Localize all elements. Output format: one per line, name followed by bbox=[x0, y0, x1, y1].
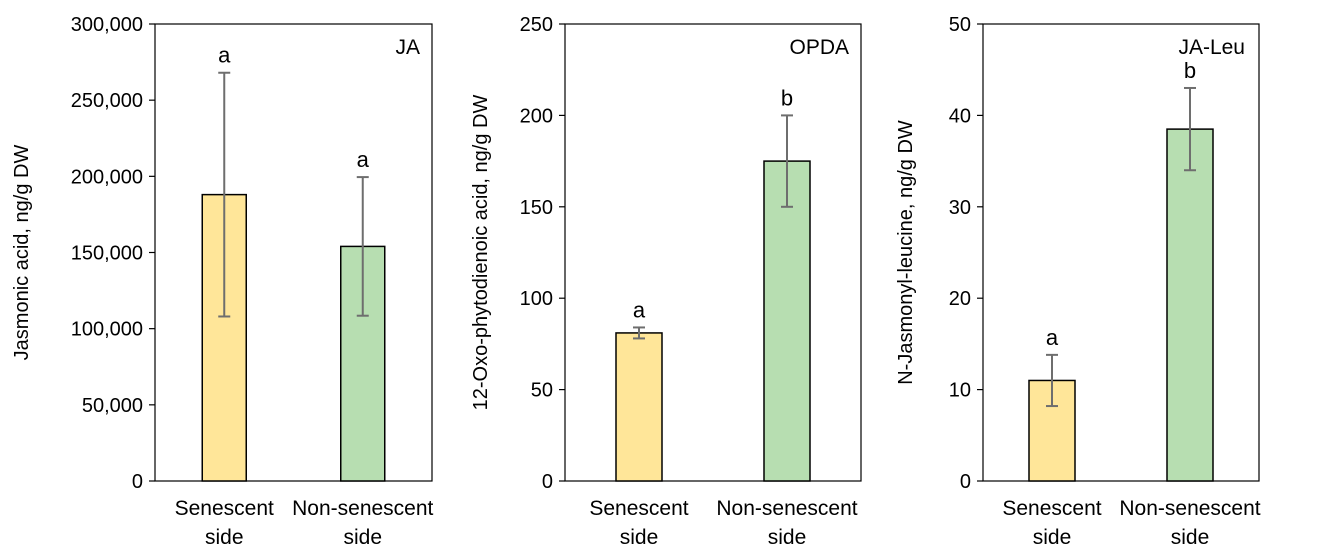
y-tick-label: 250,000 bbox=[71, 90, 143, 112]
chart-panel-3: 0 10 20 30 40 50 N-Jasmonyl-leucine, ng/g DW JA… bbox=[895, 14, 1261, 549]
panel-annotation: JA-Leu bbox=[1178, 36, 1245, 59]
y-tick-label: 100 bbox=[520, 288, 553, 310]
x-category-label: Non-senescent bbox=[716, 497, 857, 520]
chart-panel-2: 0 50 100 150 200 250 12-Oxo-phytodienoic acid,… bbox=[470, 14, 862, 549]
significance-letter: a bbox=[1046, 325, 1059, 350]
y-axis-label: Jasmonic acid, ng/g DW bbox=[11, 145, 33, 361]
x-category-label: Non-senescent bbox=[292, 497, 433, 520]
panel-annotation: OPDA bbox=[789, 36, 849, 59]
y-tick-label: 10 bbox=[949, 380, 971, 402]
x-category-label: side bbox=[205, 526, 244, 549]
y-tick-label: 250 bbox=[520, 14, 553, 36]
x-category-label: side bbox=[1033, 526, 1072, 549]
x-category-label: Senescent bbox=[589, 497, 688, 520]
plot-area-border bbox=[154, 23, 433, 482]
y-tick-label: 0 bbox=[960, 471, 971, 493]
y-axis-label: N-Jasmonyl-leucine, ng/g DW bbox=[895, 120, 917, 385]
x-category-label: side bbox=[343, 526, 382, 549]
y-tick-label: 100,000 bbox=[71, 319, 143, 341]
y-tick-label: 0 bbox=[132, 471, 143, 493]
bar-2 bbox=[763, 160, 811, 482]
y-tick-label: 50 bbox=[531, 380, 553, 402]
x-category-label: Senescent bbox=[175, 497, 274, 520]
y-tick-label: 200 bbox=[520, 105, 553, 127]
significance-letter: a bbox=[218, 43, 231, 68]
y-tick-label: 200,000 bbox=[71, 166, 143, 188]
x-category-label: side bbox=[620, 526, 659, 549]
y-tick-label: 20 bbox=[949, 288, 971, 310]
bar-1 bbox=[615, 332, 663, 482]
significance-letter: b bbox=[1184, 58, 1196, 83]
panel-annotation: JA bbox=[395, 36, 420, 59]
x-category-label: Non-senescent bbox=[1119, 497, 1260, 520]
bar-2 bbox=[1166, 128, 1214, 482]
x-category-label: side bbox=[768, 526, 807, 549]
y-tick-label: 300,000 bbox=[71, 14, 143, 36]
y-tick-label: 150,000 bbox=[71, 243, 143, 265]
significance-letter: b bbox=[781, 85, 793, 110]
y-tick-label: 150 bbox=[520, 197, 553, 219]
chart-panel-1: 0 50,000 100,000 150,000 200,000 250,000 300,0… bbox=[11, 14, 434, 549]
plot-area-border bbox=[564, 23, 862, 482]
significance-letter: a bbox=[633, 297, 646, 322]
y-tick-label: 30 bbox=[949, 197, 971, 219]
y-axis-label: 12-Oxo-phytodienoic acid, ng/g DW bbox=[470, 95, 492, 411]
y-tick-label: 40 bbox=[949, 105, 971, 127]
y-tick-label: 50,000 bbox=[82, 395, 143, 417]
x-category-label: side bbox=[1171, 526, 1210, 549]
x-category-label: Senescent bbox=[1002, 497, 1101, 520]
y-tick-label: 50 bbox=[949, 14, 971, 36]
significance-letter: a bbox=[357, 147, 370, 172]
plot-area-border bbox=[982, 23, 1260, 482]
y-tick-label: 0 bbox=[542, 471, 553, 493]
